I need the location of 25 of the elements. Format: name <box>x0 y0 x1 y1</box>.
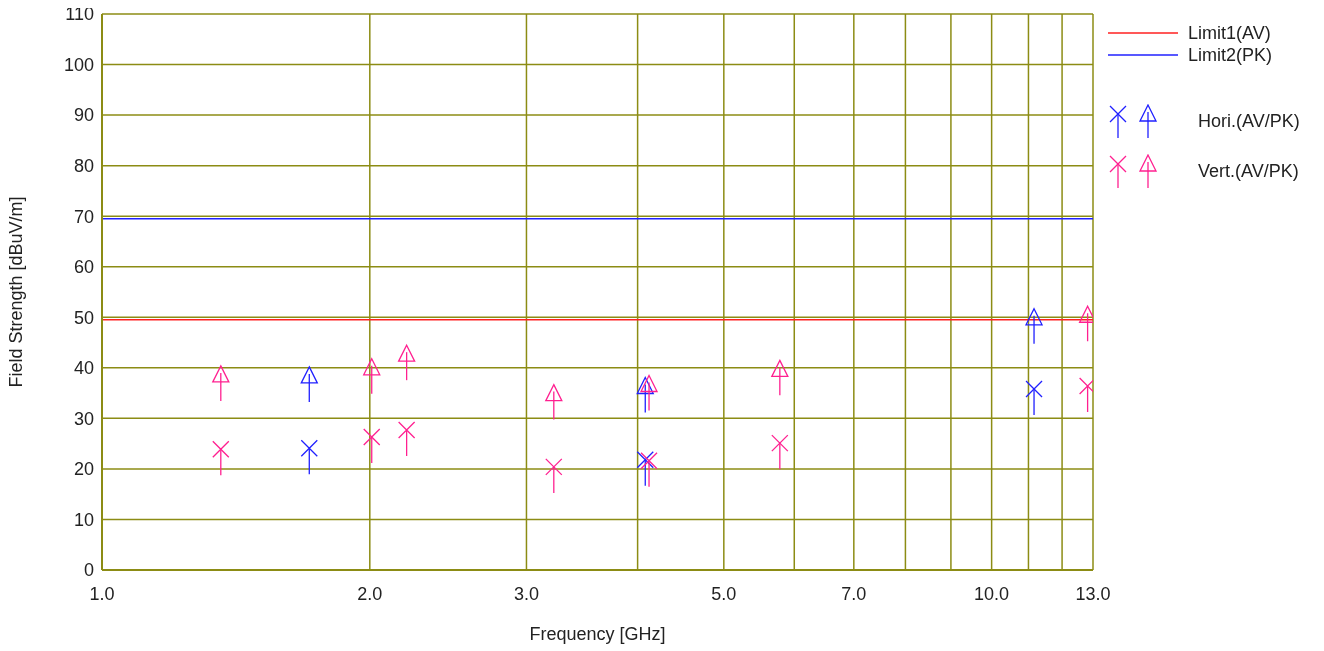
legend-label: Hori.(AV/PK) <box>1198 110 1300 132</box>
y-tick-label: 60 <box>73 257 94 278</box>
y-tick-label: 100 <box>63 54 94 75</box>
x-tick-label: 1.0 <box>89 584 115 604</box>
y-tick-label: 20 <box>73 459 94 480</box>
y-tick-label: 80 <box>73 156 94 177</box>
y-tick-label: 90 <box>73 105 94 126</box>
legend-label: Limit1(AV) <box>1188 22 1271 44</box>
x-axis-title: Frequency [GHz] <box>529 624 666 644</box>
x-tick-label: 3.0 <box>513 584 539 604</box>
y-tick-label: 0 <box>83 560 94 581</box>
x-tick-label: 13.0 <box>1075 584 1111 604</box>
x-tick-label: 7.0 <box>841 584 867 604</box>
y-tick-label: 10 <box>73 509 94 530</box>
x-tick-label: 10.0 <box>974 584 1010 604</box>
y-tick-label: 30 <box>73 408 94 429</box>
y-tick-label: 50 <box>73 307 94 328</box>
legend-label: Limit2(PK) <box>1188 44 1273 66</box>
x-tick-label: 2.0 <box>357 584 383 604</box>
x-tick-label: 5.0 <box>711 584 737 604</box>
y-tick-label: 110 <box>65 4 94 25</box>
legend-label: Vert.(AV/PK) <box>1198 160 1299 182</box>
y-tick-label: 70 <box>73 206 94 227</box>
y-tick-label: 40 <box>73 358 94 379</box>
y-axis-title: Field Strength [dBuV/m] <box>6 196 27 388</box>
